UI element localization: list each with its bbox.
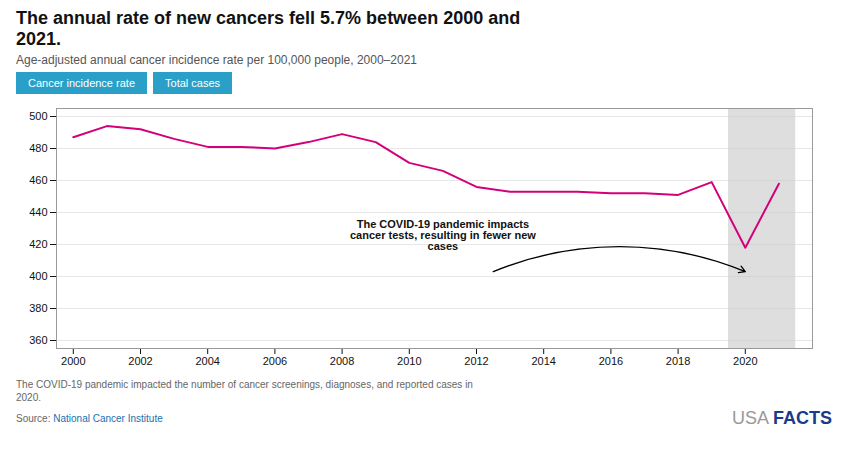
html-text:Age-adjusted annual cancer inc: Age-adjusted annual cancer incidence rat…: [16, 53, 417, 68]
svg-text:2014: 2014: [531, 356, 555, 368]
html-text:Source: National Cancer Instit: Source: National Cancer Institute: [16, 413, 163, 425]
svg-text:420: 420: [29, 238, 47, 250]
svg-text:460: 460: [29, 174, 47, 186]
svg-text:2012: 2012: [464, 356, 488, 368]
svg-text:The COVID-19 pandemic impactsc: The COVID-19 pandemic impactscancer test…: [350, 219, 536, 253]
svg-text:2018: 2018: [666, 356, 690, 368]
svg-text:2020: 2020: [733, 356, 757, 368]
html-text:USA FACTS: USA FACTS: [732, 408, 832, 429]
html-text:Cancer incidence rate: Cancer incidence rate: [28, 77, 135, 90]
svg-text:2006: 2006: [263, 356, 287, 368]
svg-text:2004: 2004: [195, 356, 219, 368]
svg-text:2002: 2002: [128, 356, 152, 368]
svg-text:380: 380: [29, 302, 47, 314]
svg-text:480: 480: [29, 142, 47, 154]
svg-text:500: 500: [29, 110, 47, 122]
svg-text:2008: 2008: [330, 356, 354, 368]
html-text:The COVID-19 pandemic impacted: The COVID-19 pandemic impacted the numbe…: [16, 379, 473, 404]
svg-text:440: 440: [29, 206, 47, 218]
html-text:Total cases: Total cases: [165, 77, 220, 90]
html-text:The annual rate of new cancers: The annual rate of new cancers fell 5.7%…: [16, 8, 521, 49]
svg-text:2010: 2010: [397, 356, 421, 368]
svg-text:2016: 2016: [599, 356, 623, 368]
svg-text:2000: 2000: [61, 356, 85, 368]
svg-text:400: 400: [29, 270, 47, 282]
svg-text:360: 360: [29, 334, 47, 346]
